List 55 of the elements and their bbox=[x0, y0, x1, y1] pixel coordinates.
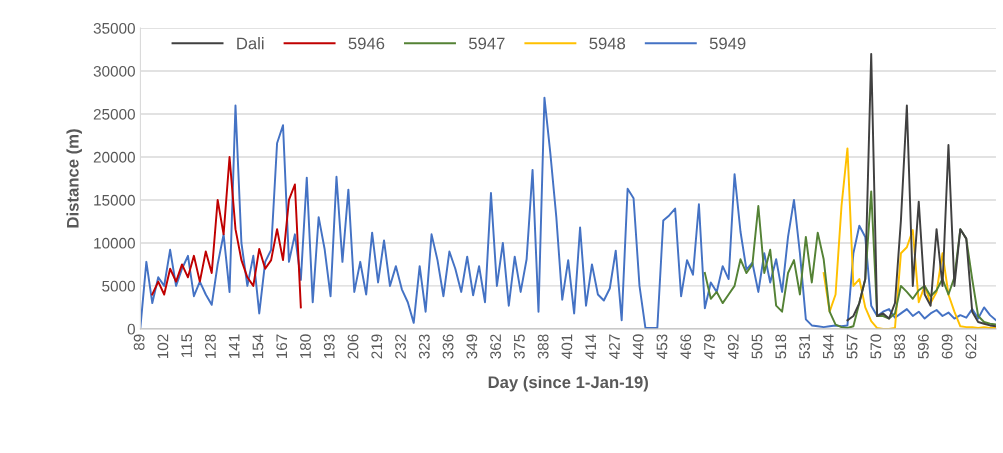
legend-label: 5948 bbox=[589, 37, 626, 50]
y-tick-label: 0 bbox=[127, 323, 135, 335]
x-tick-label: 154 bbox=[252, 334, 264, 359]
x-tick-label: 128 bbox=[205, 334, 216, 359]
line-series bbox=[822, 147, 996, 329]
y-tick-label: 25000 bbox=[93, 108, 135, 120]
x-tick-label: 479 bbox=[704, 334, 715, 359]
x-tick-label: 609 bbox=[941, 334, 953, 359]
x-tick-label: 583 bbox=[894, 334, 906, 359]
y-tick-label: 5000 bbox=[102, 280, 135, 292]
y-tick-label: 20000 bbox=[93, 151, 135, 163]
x-tick-label: 206 bbox=[347, 334, 359, 359]
x-tick-label: 323 bbox=[418, 334, 430, 359]
x-tick-label: 115 bbox=[181, 334, 193, 357]
x-tick-label: 141 bbox=[228, 334, 240, 359]
x-tick-label: 622 bbox=[965, 334, 977, 359]
legend-label: Dali bbox=[237, 37, 264, 50]
x-tick-label: 375 bbox=[513, 334, 525, 359]
legend-label: 5949 bbox=[709, 37, 746, 50]
x-axis-title: Day (since 1-Jan-19) bbox=[488, 375, 648, 392]
line-series bbox=[703, 190, 996, 329]
x-tick-label: 102 bbox=[157, 334, 169, 359]
x-tick-label: 193 bbox=[323, 334, 335, 359]
line-series bbox=[846, 52, 996, 328]
x-tick-label: 89 bbox=[133, 334, 145, 351]
x-tick-label: 440 bbox=[632, 334, 644, 359]
x-tick-label: 219 bbox=[371, 334, 383, 359]
x-tick-label: 349 bbox=[466, 334, 478, 359]
x-tick-label: 518 bbox=[775, 334, 787, 359]
y-tick-label: 15000 bbox=[94, 194, 135, 206]
y-tick-label: 35000 bbox=[93, 22, 135, 34]
x-tick-label: 505 bbox=[751, 334, 763, 359]
x-tick-label: 596 bbox=[917, 334, 929, 359]
x-tick-label: 492 bbox=[727, 334, 739, 359]
y-tick-label: 30000 bbox=[93, 65, 135, 77]
x-tick-label: 414 bbox=[585, 334, 596, 359]
x-tick-label: 453 bbox=[656, 334, 668, 359]
x-tick-label: 167 bbox=[276, 334, 288, 359]
line-series bbox=[151, 156, 302, 309]
x-tick-label: 570 bbox=[870, 334, 882, 359]
y-axis-title: Distance (m) bbox=[66, 129, 82, 228]
x-tick-label: 336 bbox=[442, 334, 454, 359]
x-tick-label: 388 bbox=[537, 334, 549, 359]
x-tick-label: 544 bbox=[823, 334, 834, 359]
x-tick-label: 232 bbox=[395, 334, 406, 359]
x-tick-label: 362 bbox=[490, 334, 501, 359]
legend-label: 5946 bbox=[348, 37, 385, 50]
x-tick-label: 466 bbox=[680, 334, 692, 359]
x-tick-label: 557 bbox=[846, 334, 858, 359]
y-tick-label: 10000 bbox=[94, 237, 135, 249]
x-tick-label: 531 bbox=[799, 334, 810, 359]
x-tick-label: 427 bbox=[609, 334, 620, 359]
x-tick-label: 180 bbox=[300, 334, 311, 359]
x-tick-label: 401 bbox=[561, 334, 573, 359]
legend-label: 5947 bbox=[468, 37, 505, 50]
